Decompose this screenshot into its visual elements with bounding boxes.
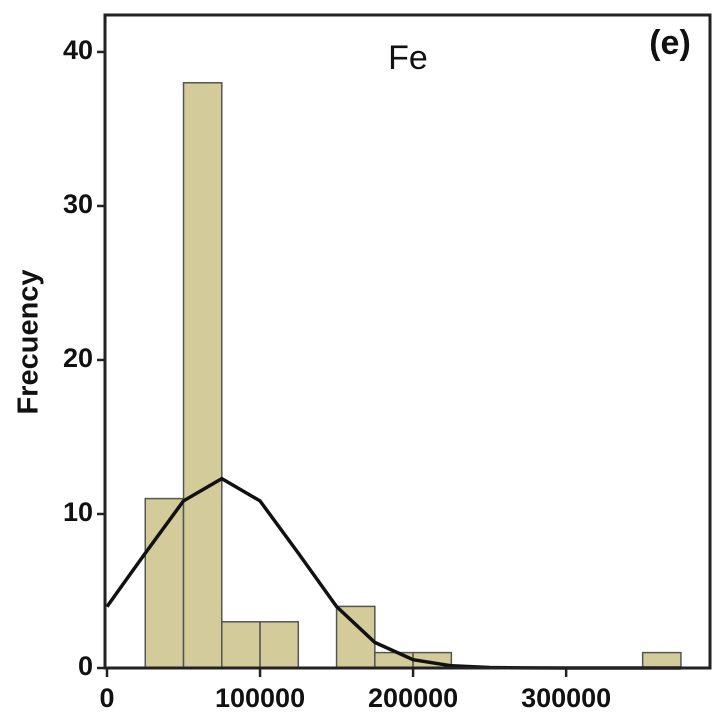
annotation: (e): [649, 24, 691, 62]
chart-title: Fe: [388, 39, 428, 77]
bar: [221, 621, 261, 669]
y-tick-label: 10: [63, 497, 93, 527]
x-tick-label: 200000: [368, 683, 458, 713]
x-tick-label: 0: [99, 683, 114, 713]
y-tick-label: 20: [63, 343, 93, 373]
y-tick-label: 40: [63, 35, 93, 65]
x-tick-label: 100000: [215, 683, 305, 713]
bar: [182, 82, 223, 669]
y-axis-label: Frecuency: [13, 269, 45, 414]
bar: [374, 651, 414, 669]
bar: [641, 651, 682, 669]
x-tick-label: 300000: [521, 683, 611, 713]
y-tick-label: 0: [78, 651, 93, 681]
y-tick-label: 30: [63, 189, 93, 219]
bar: [259, 621, 300, 669]
bar: [144, 497, 185, 669]
plot-frame: [103, 13, 712, 670]
